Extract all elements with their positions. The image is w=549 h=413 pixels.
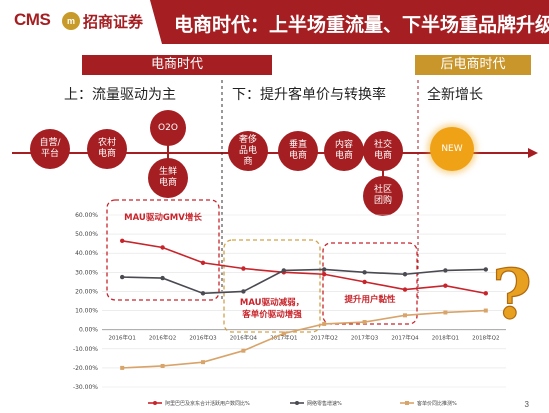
annotation-text-mau-gmv: MAU驱动GMV增长 (124, 212, 202, 223)
y-tick-label: 50.00% (75, 231, 98, 238)
legend-marker (153, 401, 157, 405)
bubble-vertical-ecommerce: 垂直 电商 (278, 131, 318, 171)
data-point-aov-yoy (362, 320, 367, 325)
annotation-box-mau-weaken (223, 239, 321, 333)
y-tick-label: -10.00% (73, 346, 98, 353)
legend-marker (295, 401, 299, 405)
logo-area: CMS m 招商证券 (0, 0, 162, 44)
data-point-mau-yoy (120, 238, 125, 243)
annotation-box-user-stickiness (322, 242, 418, 325)
annotation-text-mau-weaken: MAU驱动减弱， (240, 297, 304, 308)
y-tick-label: 0.00% (79, 327, 98, 334)
y-tick-label: 20.00% (75, 288, 98, 295)
x-tick-label: 2016年Q3 (189, 334, 217, 342)
phase-label-new-growth: 全新增长 (427, 87, 483, 103)
data-point-online-retail (402, 272, 408, 277)
data-point-aov-yoy (281, 331, 286, 336)
phase-label-traffic: 上：流量驱动为主 (64, 87, 176, 103)
bubble-rural-ecommerce: 农村 电商 (87, 129, 127, 169)
data-point-aov-yoy (201, 360, 205, 365)
data-point-aov-yoy (241, 348, 246, 353)
era-tag-ecommerce: 电商时代 (82, 55, 272, 75)
series-line-mau-yoy (122, 240, 486, 295)
legend-label: 阿里巴巴及京东合计活跃用户数同比% (165, 400, 250, 407)
data-point-online-retail (120, 274, 125, 280)
x-tick-label: 2018年Q2 (472, 334, 499, 342)
y-tick-label: -20.00% (73, 365, 98, 372)
x-tick-label: 2016年Q2 (149, 334, 176, 342)
data-point-online-retail (160, 275, 165, 281)
bubble-community-groupbuy: 社区 团购 (363, 176, 403, 216)
data-point-mau-yoy (200, 260, 206, 265)
bubble-content-ecommerce: 内容 电商 (324, 131, 364, 171)
y-tick-label: 60.00% (75, 212, 98, 219)
legend-label: 客单价同比推测% (417, 400, 457, 407)
legend-label: 网络零售增速% (307, 400, 342, 407)
data-point-mau-yoy (362, 279, 367, 285)
legend-marker (405, 401, 409, 405)
x-tick-label: 2018年Q1 (432, 334, 459, 342)
data-point-aov-yoy (403, 313, 407, 318)
data-point-mau-yoy (443, 283, 448, 288)
y-tick-label: 10.00% (75, 308, 98, 315)
x-tick-label: 2016年Q1 (109, 334, 136, 342)
logo-cms-text: CMS (14, 10, 51, 29)
series-line-aov-yoy (122, 309, 486, 369)
series-line-online-retail (122, 268, 486, 295)
data-point-online-retail (443, 268, 448, 273)
bubble-new: NEW (430, 127, 474, 171)
x-tick-label: 2017年Q4 (391, 334, 419, 342)
annotation-text-user-stickiness: 提升用户黏性 (344, 294, 396, 305)
bubble-self-platform: 自营/ 平台 (30, 129, 70, 169)
page-title: 电商时代：上半场重流量、下半场重品牌升级 (174, 14, 549, 36)
bubble-social-ecommerce: 社交 电商 (363, 131, 403, 171)
data-point-online-retail (483, 267, 488, 272)
data-point-online-retail (322, 267, 327, 272)
x-tick-label: 2017年Q3 (351, 334, 379, 342)
data-point-aov-yoy (120, 365, 125, 370)
timeline-arrowhead (528, 148, 538, 158)
data-point-online-retail (241, 289, 246, 294)
bubble-fresh-ecommerce: 生鲜 电商 (148, 158, 188, 198)
bubble-o2o: O2O (150, 110, 186, 146)
logo-company-name: 招商证券 (83, 13, 144, 31)
header-bar: CMS m 招商证券 电商时代：上半场重流量、下半场重品牌升级 (0, 0, 549, 44)
era-tag-post-ecommerce: 后电商时代 (415, 55, 531, 75)
bubble-luxury-ecommerce: 奢侈 品电 商 (228, 131, 268, 171)
svg-text:?: ? (492, 255, 532, 332)
y-tick-label: 40.00% (75, 250, 98, 257)
data-point-online-retail (281, 268, 286, 273)
data-point-mau-yoy (322, 272, 327, 277)
logo-badge-icon: m (62, 12, 80, 30)
page-number: 3 (524, 400, 529, 409)
data-point-aov-yoy (322, 321, 327, 326)
y-tick-label: -30.00% (73, 384, 98, 391)
data-point-mau-yoy (483, 291, 488, 296)
x-tick-label: 2017年Q2 (311, 334, 338, 342)
data-point-aov-yoy (160, 363, 165, 368)
data-point-mau-yoy (160, 245, 165, 250)
data-point-online-retail (362, 270, 367, 275)
annotation-box-mau-gmv (106, 199, 220, 301)
x-tick-label: 2016年Q4 (230, 334, 258, 342)
x-tick-label: 2017年Q1 (270, 334, 297, 342)
annotation-text-mau-weaken: 客单价驱动增强 (241, 309, 302, 320)
data-point-mau-yoy (241, 266, 246, 271)
data-point-aov-yoy (443, 310, 448, 315)
data-point-mau-yoy (402, 287, 408, 292)
data-point-online-retail (200, 291, 206, 296)
y-tick-label: 30.00% (75, 269, 98, 276)
data-point-aov-yoy (483, 308, 488, 313)
question-mark-icon: ? (491, 254, 532, 332)
phase-label-conversion: 下：提升客单价与转换率 (232, 87, 386, 103)
